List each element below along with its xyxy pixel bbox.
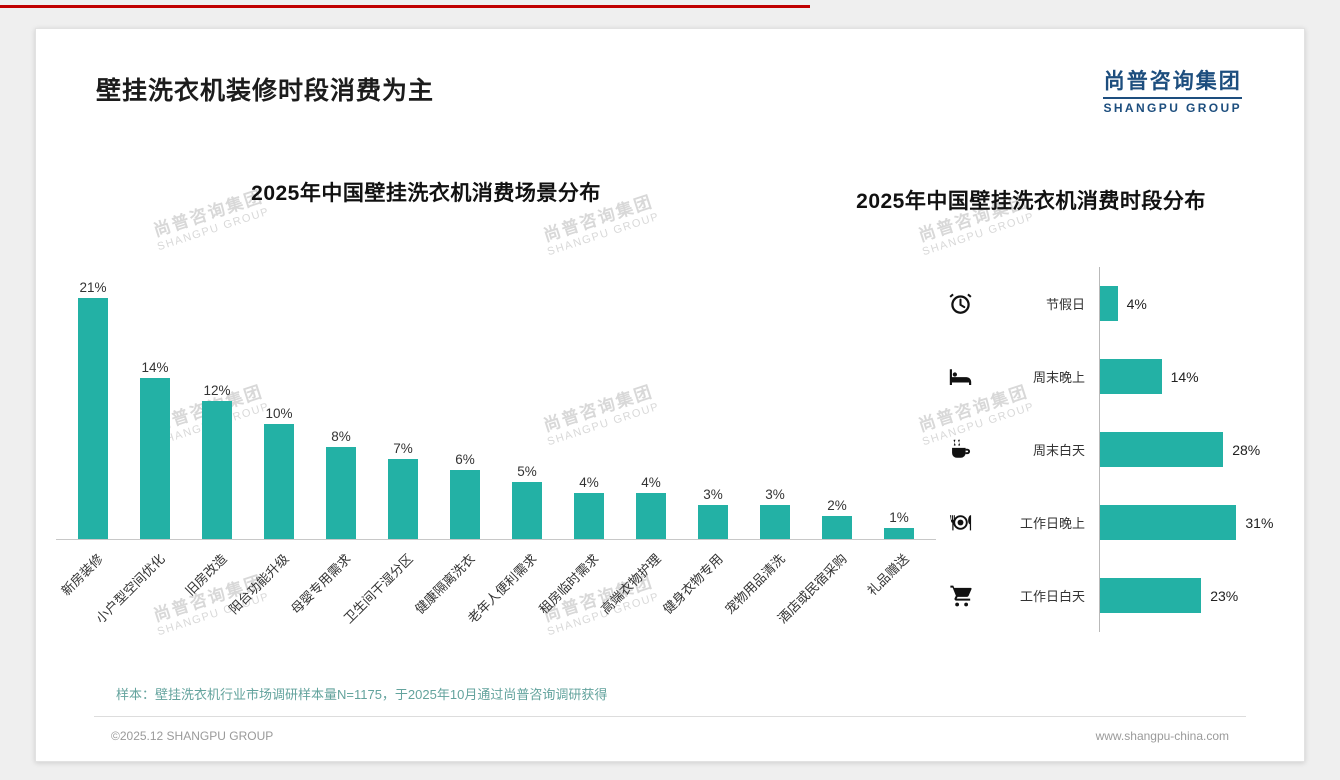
time-chart: 2025年中国壁挂洗衣机消费时段分布 节假日 4% 周末晚上 14% 周末白天 28% 工作… (771, 185, 1291, 632)
bar (822, 516, 852, 539)
bar-column: 12% 旧房改造 (182, 273, 248, 599)
footer-copyright: ©2025.12 SHANGPU GROUP (111, 729, 274, 743)
bar-category-label: 租房临时需求 (535, 551, 602, 617)
top-accent-line (0, 5, 810, 8)
bar-value: 6% (455, 452, 475, 467)
bar-value: 31% (1245, 514, 1274, 531)
bar (1100, 286, 1118, 321)
bar (450, 470, 480, 539)
bar-value: 8% (331, 429, 351, 444)
bar (326, 447, 356, 539)
bar (140, 378, 170, 539)
time-chart-title: 2025年中国壁挂洗衣机消费时段分布 (856, 190, 1206, 213)
time-category-label: 节假日 (1045, 297, 1085, 312)
time-category-label: 周末白天 (1032, 443, 1085, 458)
page-title: 壁挂洗衣机装修时段消费为主 (96, 77, 435, 105)
cart-icon (939, 559, 981, 632)
time-category-label: 周末晚上 (1032, 370, 1085, 385)
footer-website: www.shangpu-china.com (1095, 729, 1229, 743)
bar (1100, 505, 1237, 540)
bar-category-label: 新房装修 (58, 551, 106, 599)
brand-logo-cn: 尚普咨询集团 (1103, 70, 1242, 93)
bar (636, 493, 666, 539)
bar-value: 4% (641, 475, 661, 490)
bar-value: 7% (393, 440, 413, 456)
bar (264, 424, 294, 539)
bar-value: 14% (141, 360, 169, 375)
bar-value: 14% (1170, 368, 1199, 385)
bar-value: 10% (265, 406, 293, 421)
bar-column: 7% 卫生间干湿分区 (341, 273, 434, 626)
bar-column: 14% 小户型空间优化 (93, 273, 186, 626)
bar-category-label: 健身衣物专用 (659, 551, 726, 617)
bar-column: 4% 高端衣物护理 (598, 273, 682, 617)
bar-value: 3% (765, 486, 785, 502)
coffee-icon (939, 413, 981, 486)
time-category-label: 工作日白天 (1019, 589, 1085, 604)
bar-column: 5% 老年人便利需求 (465, 273, 558, 626)
bar-column: 8% 母婴专用需求 (288, 273, 372, 617)
bar-cell: 14% (1099, 340, 1319, 413)
bar-column: 6% 健康隔离洗衣 (412, 273, 496, 617)
bar-value: 4% (1126, 295, 1147, 312)
bar-column: 21% 新房装修 (58, 273, 124, 599)
bar (1100, 359, 1162, 394)
bar-value: 5% (517, 463, 537, 479)
bar-value: 21% (79, 279, 107, 295)
bar-category-label: 高端衣物护理 (597, 551, 664, 617)
bar (884, 527, 914, 539)
scene-chart-title: 2025年中国壁挂洗衣机消费场景分布 (251, 182, 601, 205)
page-card: 壁挂洗衣机装修时段消费为主 尚普咨询集团 SHANGPU GROUP 2025年… (35, 28, 1305, 762)
bar-cell: 4% (1099, 267, 1319, 340)
bar (202, 401, 232, 539)
bar (698, 504, 728, 539)
bar-cell: 28% (1099, 413, 1319, 486)
brand-logo-en: SHANGPU GROUP (1103, 97, 1242, 115)
bar-category-label: 旧房改造 (182, 551, 230, 599)
bar-value: 2% (827, 498, 847, 513)
brand-logo: 尚普咨询集团 SHANGPU GROUP (1103, 65, 1242, 115)
bar-value: 28% (1232, 441, 1261, 458)
bar-column: 2% 酒店或民宿采购 (775, 273, 868, 626)
bar-column: 3% 健身衣物专用 (660, 273, 744, 617)
bar (512, 481, 542, 539)
bar-cell: 23% (1099, 559, 1319, 632)
bar-column: 1% 礼品赠送 (864, 273, 930, 599)
scene-chart-plot: 21% 新房装修 14% 小户型空间优化 12% 旧房改造 10% 阳台功能升级 8% 母婴专用需… (56, 273, 936, 626)
bar-value: 23% (1210, 587, 1239, 604)
bar-value: 4% (579, 475, 599, 490)
time-chart-grid: 节假日 4% 周末晚上 14% 周末白天 28% 工作日晚上 31% 工作日白天 23% (939, 267, 1291, 632)
bar-value: 3% (703, 486, 723, 502)
bar (574, 493, 604, 539)
bar-column: 10% 阳台功能升级 (226, 273, 310, 617)
alarm-clock-icon (939, 267, 981, 340)
scene-chart: 2025年中国壁挂洗衣机消费场景分布 21% 新房装修 14% 小户型空间优化 12% 旧… (56, 177, 936, 626)
bar (388, 458, 418, 539)
bar-value: 1% (889, 509, 909, 525)
bar (1100, 578, 1202, 613)
bar-category-label: 阳台功能升级 (225, 551, 292, 617)
bar-cell: 31% (1099, 486, 1319, 559)
bar-column: 4% 租房临时需求 (536, 273, 620, 617)
bar (78, 297, 108, 539)
dining-icon (939, 486, 981, 559)
bar-value: 12% (203, 383, 231, 398)
time-category-label: 工作日晚上 (1019, 516, 1085, 531)
bar (760, 504, 790, 539)
sample-note: 样本：壁挂洗衣机行业市场调研样本量N=1175，于2025年10月通过尚普咨询调… (116, 687, 608, 702)
bar-column: 3% 宠物用品清洗 (722, 273, 806, 617)
bar (1100, 432, 1224, 467)
bed-icon (939, 340, 981, 413)
footer-divider (94, 716, 1246, 717)
